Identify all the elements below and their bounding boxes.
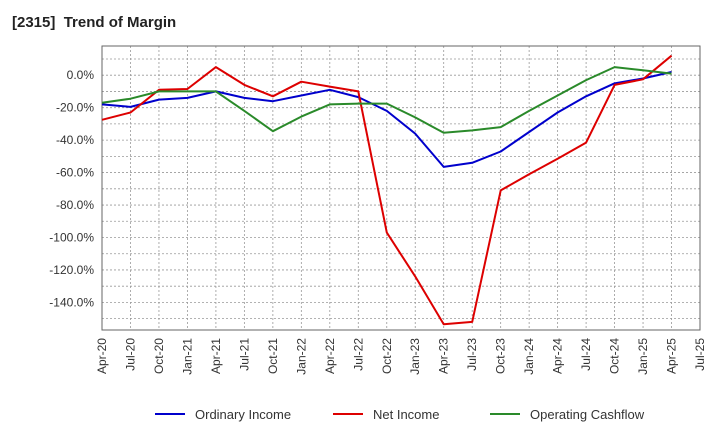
y-tick-label: -120.0% [49, 263, 94, 277]
series-line-ordinary-income [101, 71, 672, 168]
x-axis-ticks: Apr-20 Jul-20 Oct-20 Jan-21 Apr-21 Jul-21 Oct-… [95, 338, 707, 375]
legend-label: Operating Cashflow [530, 407, 645, 422]
x-tick-label: Jan-22 [294, 338, 308, 375]
legend-label: Ordinary Income [195, 407, 291, 422]
series-line-operating-cashflow [101, 66, 672, 134]
x-tick-label: Jan-23 [408, 338, 422, 375]
y-tick-label: -100.0% [49, 230, 94, 244]
x-tick-label: Apr-20 [95, 338, 109, 374]
y-tick-label: -140.0% [49, 295, 94, 309]
y-tick-label: -40.0% [56, 133, 94, 147]
plot-frame [101, 45, 701, 331]
series-line-net-income [101, 54, 673, 326]
x-tick-label: Oct-24 [608, 338, 622, 374]
x-tick-label: Jul-23 [465, 338, 479, 371]
x-tick-label: Jul-20 [123, 338, 137, 371]
grid-layer [101, 46, 701, 330]
x-tick-label: Oct-22 [380, 338, 394, 374]
series-layer [101, 54, 673, 326]
x-tick-label: Jul-25 [693, 338, 707, 371]
x-tick-label: Apr-22 [323, 338, 337, 374]
x-tick-label: Apr-24 [551, 338, 565, 374]
x-tick-label: Jul-22 [351, 338, 365, 371]
y-tick-label: 0.0% [67, 68, 95, 82]
x-tick-label: Apr-23 [437, 338, 451, 374]
y-tick-label: -60.0% [56, 166, 94, 180]
x-tick-label: Jul-21 [237, 338, 251, 371]
y-axis-ticks: 0.0% -20.0% -40.0% -60.0% -80.0% -100.0% -120.… [49, 68, 94, 309]
legend: Ordinary Income Net Income Operating Cashf… [155, 407, 645, 422]
x-tick-label: Apr-21 [209, 338, 223, 374]
x-tick-label: Jan-21 [180, 338, 194, 375]
x-tick-label: Oct-21 [266, 338, 280, 374]
x-tick-label: Oct-20 [152, 338, 166, 374]
x-tick-label: Oct-23 [494, 338, 508, 374]
x-tick-label: Jan-25 [636, 338, 650, 375]
y-tick-label: -80.0% [56, 198, 94, 212]
x-tick-label: Jan-24 [522, 338, 536, 375]
x-tick-label: Apr-25 [665, 338, 679, 374]
chart-title: [2315] Trend of Margin [12, 14, 177, 31]
legend-label: Net Income [373, 407, 439, 422]
y-tick-label: -20.0% [56, 101, 94, 115]
x-tick-label: Jul-24 [579, 338, 593, 371]
